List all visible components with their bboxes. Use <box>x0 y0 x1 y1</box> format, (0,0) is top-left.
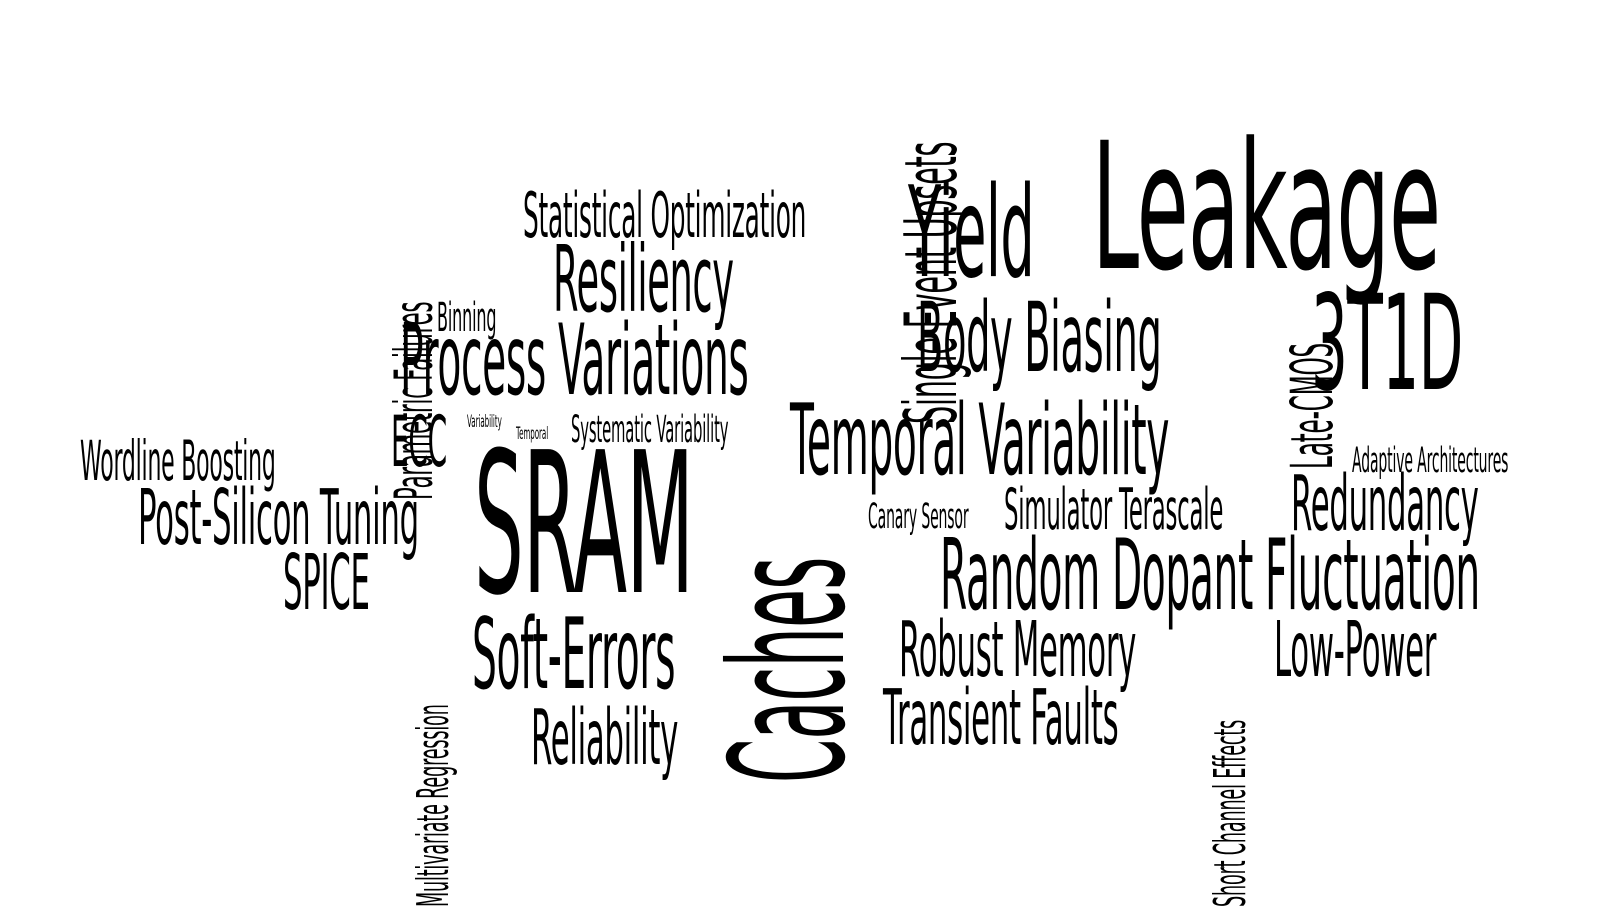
word-redundancy: Redundancy <box>1291 460 1479 549</box>
word-low-power: Low-Power <box>1274 606 1437 695</box>
word-transient-faults: Transient Faults <box>883 674 1119 763</box>
word-3t1d: 3T1D <box>1311 267 1463 421</box>
word-sram: SRAM <box>474 411 694 639</box>
word-binning: Binning <box>437 295 497 341</box>
word-temporal: Temporal <box>516 424 549 444</box>
word-leakage: Leakage <box>1092 105 1441 310</box>
word-multivariate-regression: Multivariate Regression <box>408 704 459 907</box>
word-wordline-boosting: Wordline Boosting <box>80 429 276 493</box>
word-random-dopant-fluctuation: Random Dopant Fluctuation <box>940 519 1480 633</box>
word-process-variations: Process Variations <box>400 304 749 418</box>
word-simulator-terascale: Simulator Terascale <box>1004 477 1224 543</box>
word-ecc: ECC <box>391 401 447 483</box>
word-parametric-failures: Parametric Failures <box>384 301 445 500</box>
word-single-event-upsets: Single Event Upsets <box>889 141 973 425</box>
word-body-biasing: Body Biasing <box>917 282 1162 394</box>
word-adaptive-architectures: Adaptive Architectures <box>1352 441 1509 481</box>
word-resiliency: Resiliency <box>553 226 734 333</box>
word-late-cmos: Late-CMOS <box>1278 343 1346 469</box>
word-caches: Caches <box>697 557 881 783</box>
word-yield: Yield <box>908 159 1035 306</box>
word-variability: Variability <box>467 412 502 432</box>
word-soft-errors: Soft-Errors <box>472 598 676 712</box>
word-temporal-variability: Temporal Variability <box>790 384 1170 498</box>
word-post-silicon-tuning: Post-Silicon Tuning <box>138 474 419 563</box>
word-canary-sensor: Canary Sensor <box>868 497 969 537</box>
word-reliability: Reliability <box>531 694 679 783</box>
word-robust-memory: Robust Memory <box>899 606 1137 695</box>
word-systematic-variability: Systematic Variability <box>571 408 729 451</box>
word-statistical-optimization: Statistical Optimization <box>523 179 807 252</box>
word-spice: SPICE <box>283 539 370 628</box>
word-short-channel-effects: Short Channel Effects <box>1205 719 1256 907</box>
